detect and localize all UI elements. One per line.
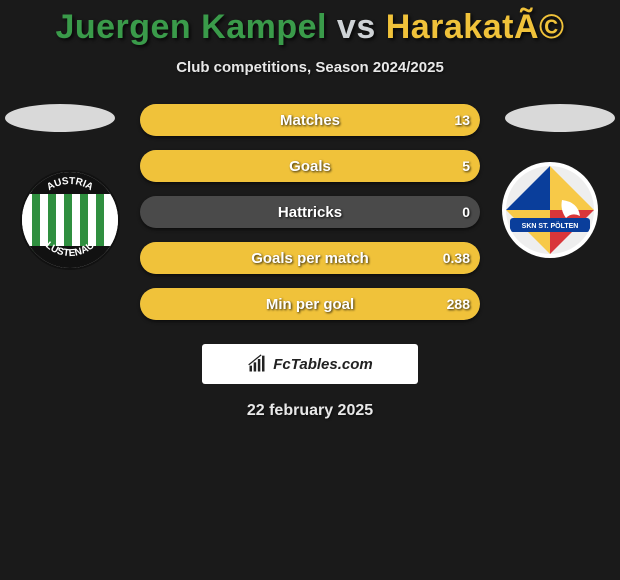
player2-marker-ellipse xyxy=(505,104,615,132)
stat-bar: Min per goal288 xyxy=(140,288,480,320)
title-player2: HarakatÃ© xyxy=(386,8,565,46)
title-vs: vs xyxy=(337,8,376,46)
stat-label: Matches xyxy=(140,104,480,136)
stat-value-right: 5 xyxy=(462,150,470,182)
team1-badge: AUSTRIA LUSTENAU xyxy=(20,160,120,280)
title-player1: Juergen Kampel xyxy=(55,8,327,46)
stat-bar: Goals per match0.38 xyxy=(140,242,480,274)
stat-bar: Hattricks0 xyxy=(140,196,480,228)
stat-value-right: 288 xyxy=(447,288,470,320)
stat-bar: Matches13 xyxy=(140,104,480,136)
comparison-chart: AUSTRIA LUSTENAU SKN ST. PÖLTEN Matches1… xyxy=(0,104,620,334)
watermark: FcTables.com xyxy=(202,344,418,384)
stat-label: Min per goal xyxy=(140,288,480,320)
date-text: 22 february 2025 xyxy=(0,402,620,420)
player1-marker-ellipse xyxy=(5,104,115,132)
stat-value-right: 0.38 xyxy=(443,242,470,274)
stat-value-right: 0 xyxy=(462,196,470,228)
subtitle: Club competitions, Season 2024/2025 xyxy=(0,59,620,76)
stat-label: Goals xyxy=(140,150,480,182)
stat-label: Goals per match xyxy=(140,242,480,274)
page-title: Juergen Kampel vs HarakatÃ© xyxy=(0,0,620,47)
stat-bars: Matches13 Goals5 Hattricks0 Goals per match… xyxy=(140,104,480,334)
stat-label: Hattricks xyxy=(140,196,480,228)
stat-value-right: 13 xyxy=(454,104,470,136)
watermark-text: FcTables.com xyxy=(273,356,372,373)
bar-chart-icon xyxy=(247,354,267,374)
stat-bar: Goals5 xyxy=(140,150,480,182)
svg-text:SKN ST. PÖLTEN: SKN ST. PÖLTEN xyxy=(522,221,579,230)
team2-badge: SKN ST. PÖLTEN xyxy=(500,160,600,260)
